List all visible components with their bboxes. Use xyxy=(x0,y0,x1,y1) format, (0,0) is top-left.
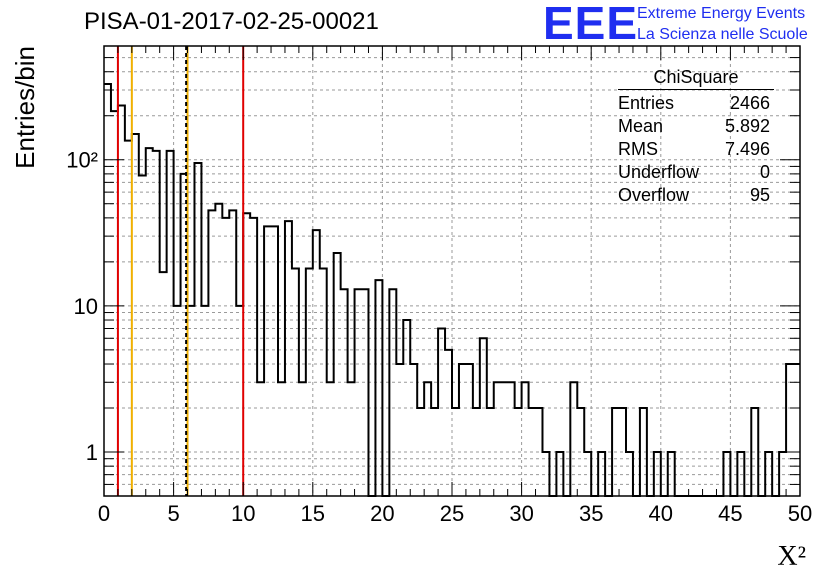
histogram-bin xyxy=(188,306,195,496)
eee-logo: EEE Extreme Energy Events La Scienza nel… xyxy=(543,0,833,49)
stats-row-mean: Mean 5.892 xyxy=(612,115,780,138)
plot-title: PISA-01-2017-02-25-00021 xyxy=(84,8,379,35)
histogram-bin xyxy=(508,382,515,496)
x-tick-label: 5 xyxy=(167,501,179,526)
histogram-bin xyxy=(104,84,111,496)
y-tick-label: 1 xyxy=(86,440,98,465)
x-tick-label: 0 xyxy=(98,501,110,526)
stats-row-entries: Entries 2466 xyxy=(612,92,780,115)
histogram-bin xyxy=(438,329,445,496)
histogram-bin xyxy=(111,111,118,496)
y-axis-label: Entries/bin xyxy=(10,46,40,169)
stats-label: Underflow xyxy=(618,162,700,182)
histogram-bin xyxy=(243,213,250,496)
x-tick-label: 30 xyxy=(509,501,533,526)
stats-value: 0 xyxy=(759,162,770,182)
histogram-bin xyxy=(494,382,501,496)
x-tick-label: 45 xyxy=(718,501,742,526)
histogram-bin xyxy=(570,382,577,496)
histogram-bin xyxy=(201,306,208,496)
stats-label: Entries xyxy=(618,93,675,113)
histogram-bin xyxy=(501,382,508,496)
histogram-bin xyxy=(257,382,264,496)
histogram-bin xyxy=(480,338,487,496)
histogram-bin xyxy=(313,230,320,496)
histogram-bin xyxy=(459,364,466,496)
stats-label: Mean xyxy=(618,116,664,136)
histogram-bin xyxy=(786,364,793,496)
histogram-bin xyxy=(125,141,132,496)
stats-value: 95 xyxy=(749,185,770,205)
histogram-bin xyxy=(236,306,243,496)
x-tick-label: 25 xyxy=(440,501,464,526)
stats-value: 2466 xyxy=(729,93,770,113)
histogram-bin xyxy=(174,306,181,496)
stats-value: 5.892 xyxy=(724,116,770,136)
histogram-bin xyxy=(327,382,334,496)
histogram-bin xyxy=(250,218,257,496)
histogram-bin xyxy=(522,382,529,496)
y-tick-label: 10² xyxy=(66,148,98,173)
stats-row-underflow: Underflow 0 xyxy=(612,161,780,184)
histogram-bin xyxy=(208,210,215,496)
histogram-bin xyxy=(153,151,160,496)
x-tick-label: 40 xyxy=(649,501,673,526)
histogram-bin xyxy=(118,105,125,496)
histogram-bin xyxy=(793,364,800,496)
histogram-bin xyxy=(167,151,174,496)
histogram-series xyxy=(104,82,800,497)
histogram-bin xyxy=(445,350,452,496)
histogram-bin xyxy=(229,210,236,496)
x-axis-label: Χ² xyxy=(777,541,806,572)
stats-label: Overflow xyxy=(618,185,690,205)
histogram-bin xyxy=(410,364,417,496)
stats-value: 7.496 xyxy=(724,139,770,159)
x-tick-label: 35 xyxy=(579,501,603,526)
histogram-bin xyxy=(194,163,201,496)
histogram-bin xyxy=(132,134,139,496)
histogram-bin xyxy=(264,226,271,496)
stats-row-rms: RMS 7.496 xyxy=(612,138,780,161)
histogram-bin xyxy=(424,382,431,496)
histogram-bin xyxy=(146,148,153,496)
histogram-bin xyxy=(222,218,229,496)
histogram-bin xyxy=(278,382,285,496)
histogram-bin xyxy=(334,253,341,496)
x-tick-label: 15 xyxy=(301,501,325,526)
eee-logo-mark: EEE xyxy=(543,0,639,49)
x-tick-label: 20 xyxy=(370,501,394,526)
x-tick-label: 10 xyxy=(231,501,255,526)
stats-box: ChiSquare Entries 2466 Mean 5.892 RMS 7.496… xyxy=(612,66,780,207)
histogram-bin xyxy=(348,382,355,496)
stats-label: RMS xyxy=(618,139,658,159)
eee-logo-line2: La Scienza nelle Scuole xyxy=(637,26,808,43)
histogram-bin xyxy=(139,175,146,496)
stats-title: ChiSquare xyxy=(618,66,774,90)
histogram-bin xyxy=(299,382,306,496)
histogram-bin xyxy=(466,364,473,496)
eee-logo-line1: Extreme Energy Events xyxy=(637,5,806,22)
stats-row-overflow: Overflow 95 xyxy=(612,184,780,207)
y-tick-label: 10 xyxy=(74,294,98,319)
x-tick-label: 50 xyxy=(788,501,812,526)
histogram-bin xyxy=(396,364,403,496)
histogram-bin xyxy=(271,226,278,496)
